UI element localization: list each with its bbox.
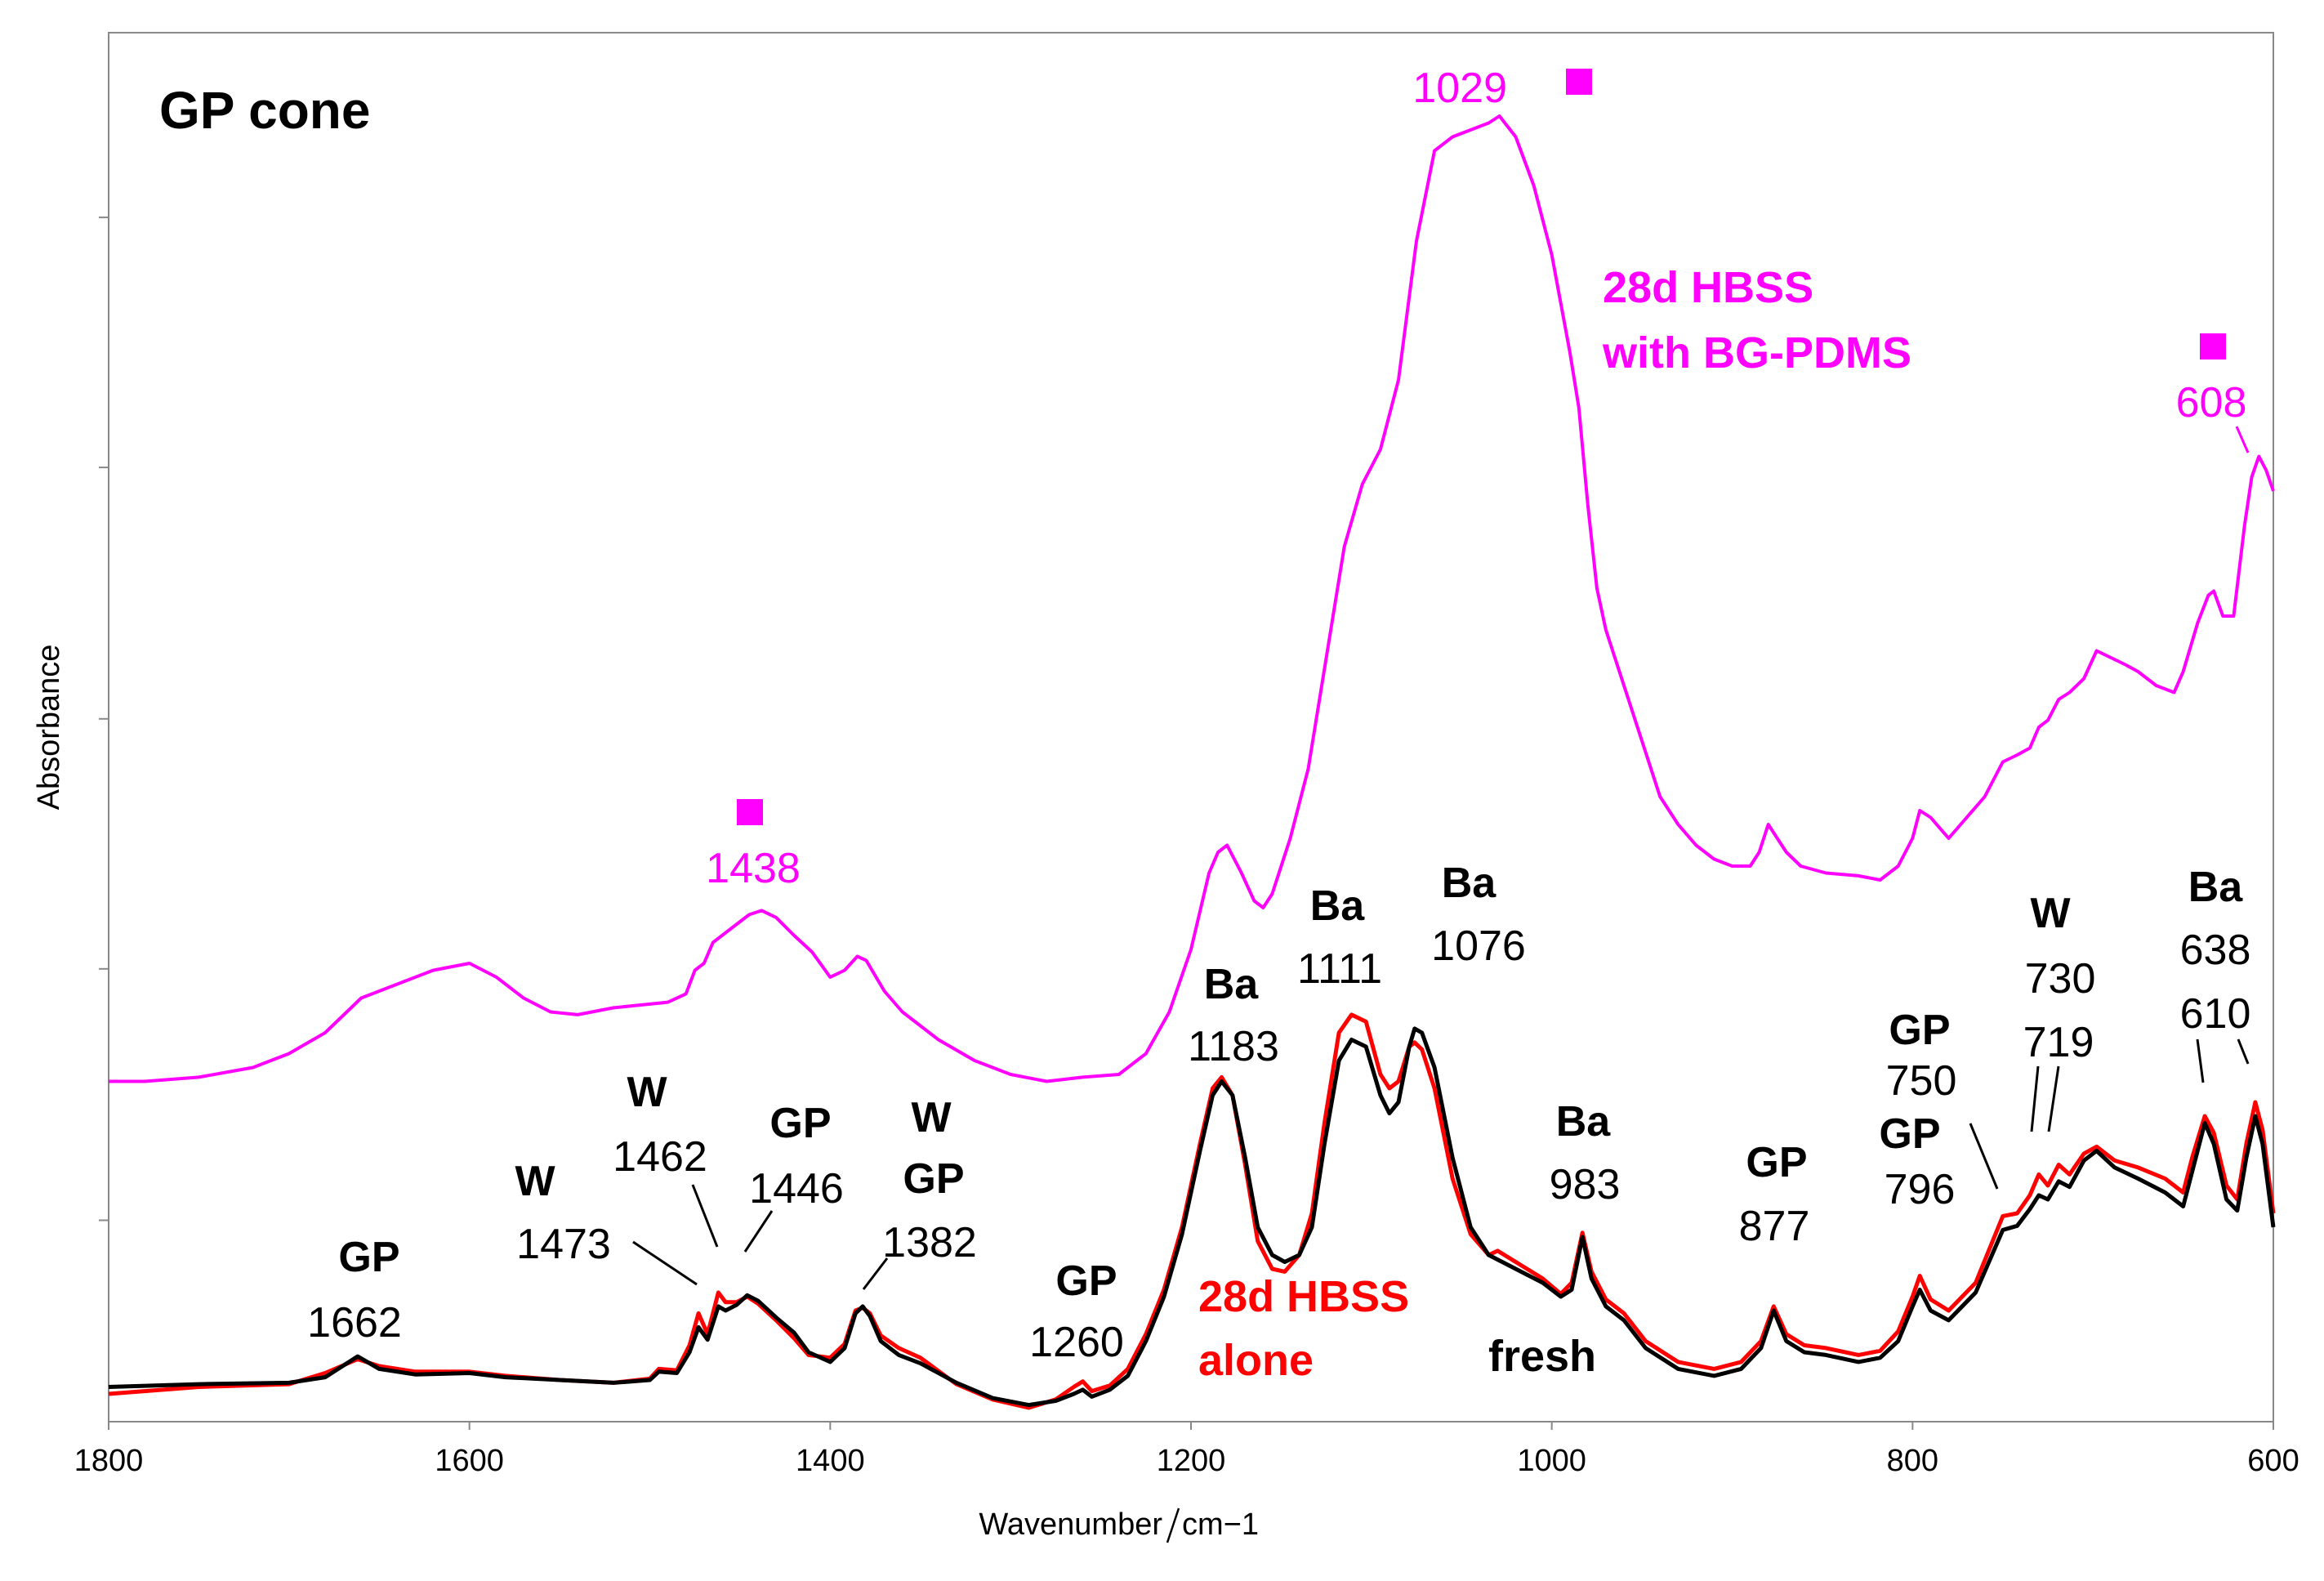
annotation-bold-w1473: W — [515, 1158, 555, 1205]
annotation-608: 608 — [2176, 333, 2250, 453]
annotation-w1462: W 1462 — [613, 1069, 719, 1248]
annotation-w1473: W 1473 — [515, 1158, 698, 1286]
bgpdms-label-line1: 28d HBSS — [1603, 263, 1813, 312]
annotation-ba1076: Ba 1076 — [1431, 860, 1526, 970]
annotation-n719: 719 — [2023, 1019, 2094, 1132]
leader-gp750 — [1969, 1123, 1999, 1190]
y-axis-title: Absorbance — [32, 645, 66, 811]
annotation-bold-gp1662: GP — [338, 1234, 399, 1281]
annotation-bold-ba1111: Ba — [1310, 882, 1366, 930]
alone-label-line1: 28d HBSS — [1198, 1272, 1409, 1321]
series-layer — [108, 114, 2276, 1410]
annotation-value-wgp1382: 1382 — [882, 1219, 977, 1266]
x-tick-label-1400: 1400 — [796, 1444, 865, 1478]
annotation-bold-ba638: Ba — [2188, 864, 2244, 911]
annotation-value-gp877: 877 — [1739, 1203, 1810, 1250]
annotation-bold-w730: W — [2030, 890, 2071, 937]
x-axis-title: Wavenumber cm−1 — [979, 1507, 1259, 1543]
annotation-bold-gp877: GP — [1746, 1139, 1807, 1186]
annotation-value-gp1446: 1446 — [749, 1165, 844, 1213]
annotation-bold-gp1260: GP — [1055, 1257, 1117, 1305]
x-tick-label-600: 600 — [2247, 1444, 2299, 1478]
x-tick-label-1000: 1000 — [1517, 1444, 1586, 1478]
annotation-value-gp1260: 1260 — [1029, 1319, 1124, 1366]
square-marker-1438 — [737, 799, 763, 825]
leader-608 — [2235, 426, 2250, 453]
annotation-bold-w1382: W — [911, 1094, 952, 1141]
annotation-value-gp1662: 1662 — [307, 1299, 402, 1347]
x-axis-title-slash — [1166, 1507, 1180, 1543]
leader-n610b — [2237, 1038, 2250, 1065]
leader-w1473 — [632, 1240, 698, 1286]
annotation-ba1111: Ba 1111 — [1297, 882, 1382, 993]
annotation-bold-gp750: GP — [1889, 1007, 1950, 1054]
annotation-ba983: Ba 983 — [1550, 1098, 1621, 1208]
annotation-gp796: GP 796 — [1879, 1110, 1955, 1213]
series-line-fresh — [108, 1026, 2276, 1408]
plot-frame — [108, 32, 2274, 1422]
annotation-value-n719: 719 — [2023, 1019, 2094, 1066]
x-tick-label-1800: 1800 — [74, 1444, 144, 1478]
bgpdms-label-line2: with BG-PDMS — [1602, 328, 1911, 377]
annotation-value-608: 608 — [2176, 379, 2247, 427]
annotation-value-w730: 730 — [2025, 955, 2096, 1003]
chart-title: GP cone — [159, 81, 370, 140]
leader-n719a — [2030, 1065, 2040, 1132]
square-marker-608 — [2200, 333, 2226, 360]
x-tick-label-800: 800 — [1887, 1444, 1938, 1478]
annotation-value-1029: 1029 — [1412, 65, 1507, 112]
annotation-bold-gp1446: GP — [769, 1100, 831, 1147]
annotation-bold-ba983: Ba — [1556, 1098, 1612, 1146]
annotation-value-ba638: 638 — [2180, 927, 2251, 974]
annotation-1438: 1438 — [706, 799, 801, 892]
annotation-gp1260: GP 1260 — [1029, 1257, 1124, 1366]
annotation-gp1446: GP 1446 — [743, 1100, 844, 1253]
x-axis-unit: cm−1 — [1182, 1507, 1259, 1542]
annotation-bold-ba1183: Ba — [1204, 961, 1260, 1008]
series-line-28d-hbss-with-bg-pdms — [109, 114, 2275, 1083]
alone-label-line2: alone — [1198, 1336, 1314, 1385]
leader-wgp1382 — [862, 1257, 889, 1290]
annotation-gp750: GP 750 — [1886, 1007, 1999, 1190]
annotation-value-w1473: 1473 — [516, 1221, 611, 1268]
x-axis-title-text: Wavenumber — [979, 1507, 1162, 1542]
annotation-wgp1382: W GP 1382 — [862, 1094, 977, 1290]
fresh-label: fresh — [1488, 1332, 1596, 1381]
annotation-ba1183: Ba 1183 — [1188, 961, 1279, 1070]
leader-w1462 — [691, 1184, 719, 1248]
annotation-bold-w1462: W — [627, 1069, 667, 1116]
leader-gp1446 — [743, 1210, 774, 1253]
annotation-w730: W 730 — [2025, 890, 2096, 1003]
annotation-value-ba983: 983 — [1550, 1161, 1621, 1208]
annotation-gp1662: GP 1662 — [307, 1234, 402, 1347]
annotation-bold-gp796: GP — [1879, 1110, 1940, 1158]
annotation-value-ba1111: 1111 — [1297, 945, 1382, 993]
x-tick-label-1200: 1200 — [1157, 1444, 1226, 1478]
x-tick-label-1600: 1600 — [435, 1444, 504, 1478]
annotation-ba638: Ba 638 — [2180, 864, 2251, 974]
annotation-value-ba1076: 1076 — [1431, 922, 1526, 970]
annotation-value-w1462: 1462 — [613, 1133, 707, 1181]
annotation-bold-ba1076: Ba — [1442, 860, 1497, 907]
leader-n719b — [2047, 1065, 2060, 1132]
annotation-value-n610: 610 — [2180, 990, 2251, 1038]
axis-layer: 1800 1600 1400 1200 1000 800 600 — [74, 217, 2299, 1478]
annotation-value-ba1183: 1183 — [1188, 1023, 1279, 1070]
annotation-bold-gp1382: GP — [903, 1155, 964, 1203]
annotation-1029: 1029 — [1412, 65, 1592, 112]
leader-n610a — [2196, 1038, 2205, 1083]
square-marker-1029 — [1566, 69, 1592, 95]
annotation-value-gp796: 796 — [1885, 1166, 1956, 1213]
annotation-n610: 610 — [2180, 990, 2251, 1083]
annotation-value-gp750: 750 — [1886, 1057, 1957, 1105]
annotation-value-1438: 1438 — [706, 845, 801, 892]
annotation-gp877: GP 877 — [1739, 1139, 1810, 1250]
